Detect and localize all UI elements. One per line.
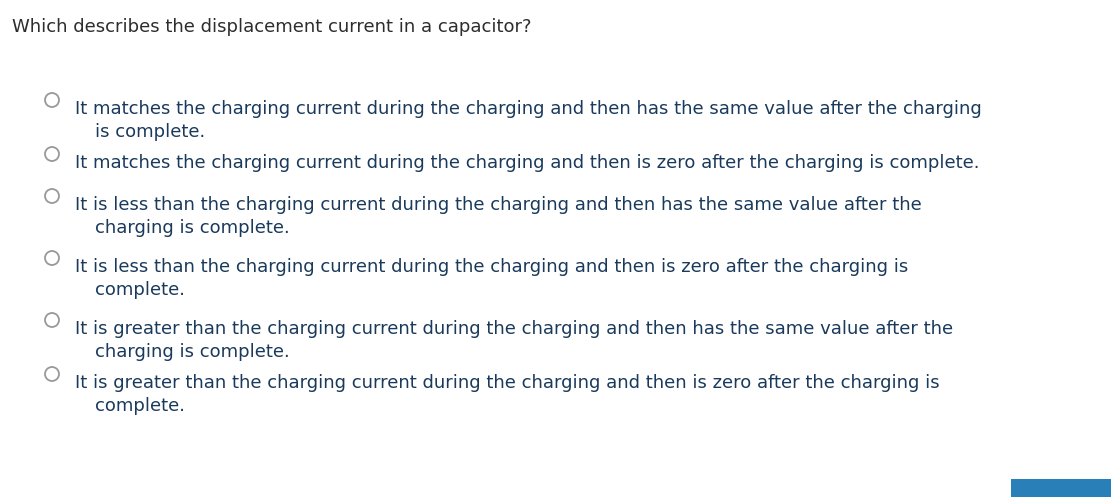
Text: complete.: complete.: [96, 281, 186, 299]
Text: charging is complete.: charging is complete.: [96, 342, 290, 360]
Text: charging is complete.: charging is complete.: [96, 218, 290, 236]
Text: It matches the charging current during the charging and then has the same value : It matches the charging current during t…: [76, 100, 982, 118]
Text: It is less than the charging current during the charging and then is zero after : It is less than the charging current dur…: [76, 258, 909, 276]
Text: complete.: complete.: [96, 396, 186, 414]
Text: It is greater than the charging current during the charging and then is zero aft: It is greater than the charging current …: [76, 373, 940, 391]
Text: It matches the charging current during the charging and then is zero after the c: It matches the charging current during t…: [76, 154, 980, 172]
Text: is complete.: is complete.: [96, 123, 206, 141]
Text: It is less than the charging current during the charging and then has the same v: It is less than the charging current dur…: [76, 195, 922, 213]
Text: It is greater than the charging current during the charging and then has the sam: It is greater than the charging current …: [76, 319, 953, 337]
Bar: [1011, 479, 1111, 497]
Text: Which describes the displacement current in a capacitor?: Which describes the displacement current…: [12, 18, 531, 36]
